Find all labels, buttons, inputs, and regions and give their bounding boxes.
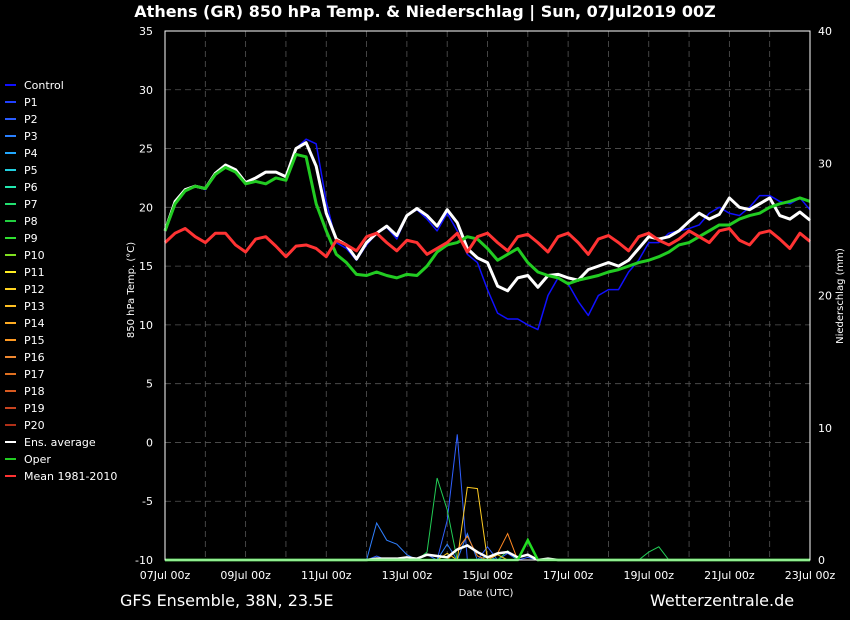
- x-tick-label: 21Jul 00z: [704, 569, 755, 582]
- temperature-series: [163, 138, 811, 331]
- y-tick-label: 5: [146, 378, 153, 391]
- legend-label: P7: [24, 198, 38, 211]
- legend-label: Ens. average: [24, 436, 96, 449]
- series-line: [163, 141, 811, 293]
- legend-label: P6: [24, 181, 38, 194]
- legend-label: P12: [24, 283, 45, 296]
- x-tick-label: 19Jul 00z: [623, 569, 674, 582]
- x-tick-label: 13Jul 00z: [382, 569, 433, 582]
- legend-label: Control: [24, 79, 64, 92]
- legend-label: P15: [24, 334, 45, 347]
- legend-label: P1: [24, 96, 38, 109]
- y-axis-ticks: 35 30 25 20 15 10 5 0 -5 -10: [135, 25, 153, 567]
- x-tick-label: 09Jul 00z: [220, 569, 271, 582]
- legend-label: P16: [24, 351, 45, 364]
- x-tick-label: 07Jul 00z: [140, 569, 191, 582]
- y-tick-label: 15: [139, 260, 153, 273]
- legend-label: P19: [24, 402, 45, 415]
- legend-label: P18: [24, 385, 45, 398]
- legend-label: P10: [24, 249, 45, 262]
- y-tick-label: -5: [142, 495, 153, 508]
- legend-label: Mean 1981-2010: [24, 470, 117, 483]
- y-tick-label: -10: [135, 554, 153, 567]
- legend-label: P11: [24, 266, 45, 279]
- y2-tick-label: 30: [818, 157, 832, 170]
- y-axis-label: 850 hPa Temp. (°C): [126, 242, 137, 338]
- legend-label: Oper: [24, 453, 51, 466]
- x-tick-label: 15Jul 00z: [462, 569, 513, 582]
- plot-frame: [164, 30, 811, 561]
- y-tick-label: 0: [146, 436, 153, 449]
- y2-axis-ticks: 40 30 20 10 0: [818, 25, 832, 567]
- legend-label: P14: [24, 317, 45, 330]
- chart-title: Athens (GR) 850 hPa Temp. & Niederschlag…: [134, 2, 716, 21]
- legend-label: P13: [24, 300, 45, 313]
- y2-tick-label: 10: [818, 422, 832, 435]
- legend-label: P2: [24, 113, 38, 126]
- y2-tick-label: 40: [818, 25, 832, 38]
- y-tick-label: 35: [139, 25, 153, 38]
- y-tick-label: 20: [139, 201, 153, 214]
- y-tick-label: 30: [139, 84, 153, 97]
- x-axis-ticks: 07Jul 00z 09Jul 00z 11Jul 00z 13Jul 00z 15Ju…: [140, 569, 836, 582]
- legend: Control P1 P2 P3 P4 P5 P6 P7 P8 P9 P10 P11 P12 P13 P14…: [5, 79, 117, 483]
- grid: [164, 30, 811, 561]
- y-tick-label: 25: [139, 143, 153, 156]
- legend-label: P5: [24, 164, 38, 177]
- legend-label: P20: [24, 419, 45, 432]
- legend-label: P4: [24, 147, 38, 160]
- legend-label: P9: [24, 232, 38, 245]
- x-tick-label: 11Jul 00z: [301, 569, 352, 582]
- y2-tick-label: 0: [818, 554, 825, 567]
- y2-axis-label: Niederschlag (mm): [835, 248, 846, 344]
- x-axis-label: Date (UTC): [459, 588, 514, 599]
- series-line: [163, 226, 811, 259]
- legend-label: P3: [24, 130, 38, 143]
- precip-line: [165, 477, 810, 561]
- legend-label: P17: [24, 368, 45, 381]
- y-tick-label: 10: [139, 319, 153, 332]
- x-tick-label: 23Jul 00z: [785, 569, 836, 582]
- x-tick-label: 17Jul 00z: [543, 569, 594, 582]
- legend-label: P8: [24, 215, 38, 228]
- series-line: [163, 152, 811, 286]
- source-credit: Wetterzentrale.de: [650, 591, 795, 610]
- model-location: GFS Ensemble, 38N, 23.5E: [120, 591, 334, 610]
- y2-tick-label: 20: [818, 290, 832, 303]
